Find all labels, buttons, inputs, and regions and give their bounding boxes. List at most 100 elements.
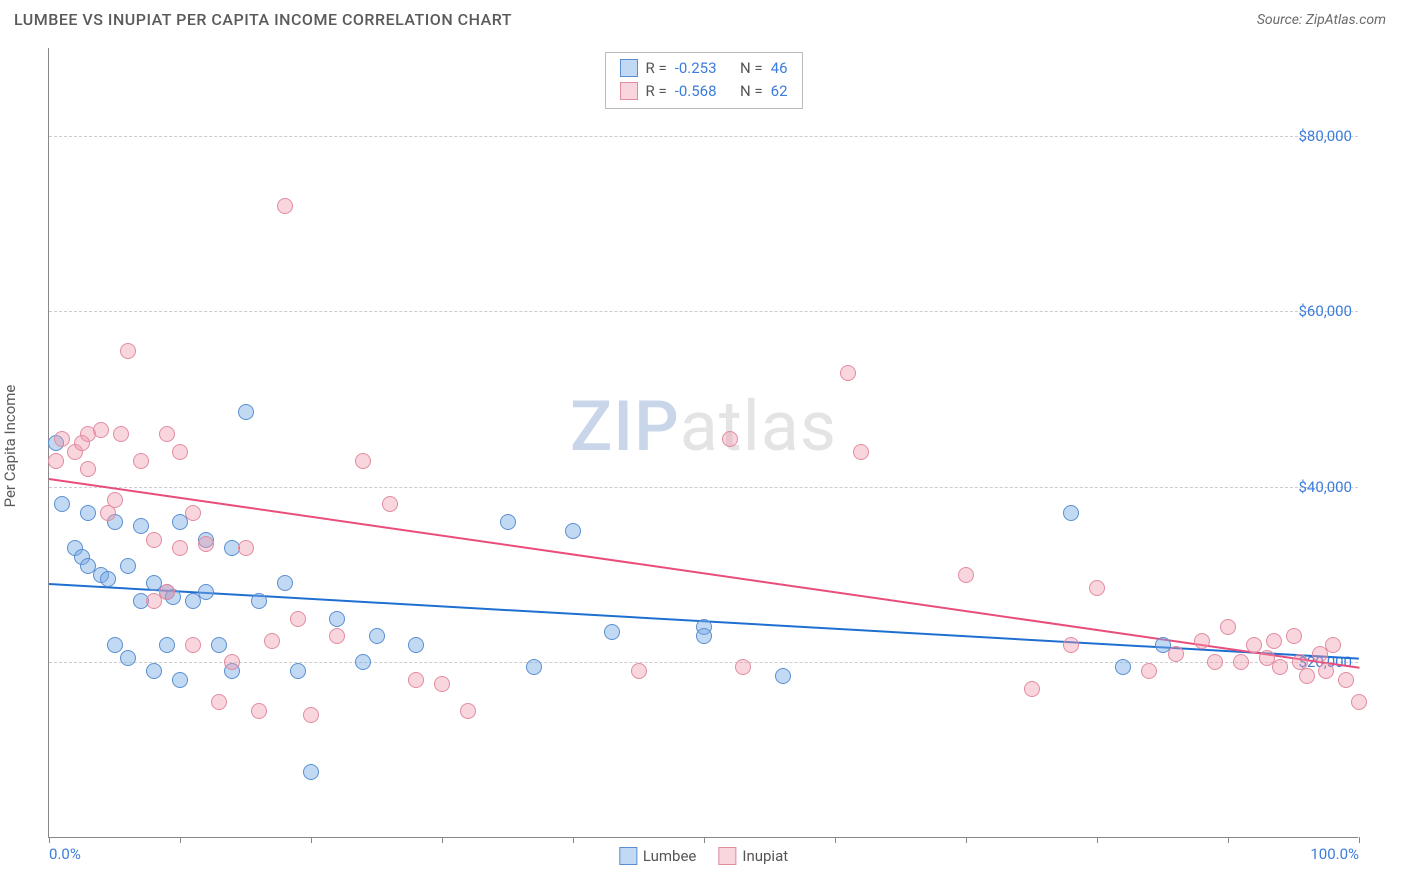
- data-point: [1272, 659, 1288, 675]
- data-point: [54, 431, 70, 447]
- data-point: [185, 637, 201, 653]
- data-point: [1299, 668, 1315, 684]
- data-point: [277, 198, 293, 214]
- y-tick-label: $80,000: [1298, 127, 1352, 145]
- data-point: [159, 584, 175, 600]
- data-point: [93, 422, 109, 438]
- data-point: [159, 426, 175, 442]
- source-label: Source: ZipAtlas.com: [1257, 12, 1386, 28]
- data-point: [251, 703, 267, 719]
- data-point: [526, 659, 542, 675]
- x-tick: [1359, 837, 1360, 843]
- data-point: [1318, 663, 1334, 679]
- gridline: [49, 662, 1358, 663]
- gridline: [49, 487, 1358, 488]
- data-point: [211, 694, 227, 710]
- data-point: [277, 575, 293, 591]
- data-point: [1338, 672, 1354, 688]
- legend-item-lumbee: Lumbee: [619, 847, 697, 865]
- x-tick: [704, 837, 705, 843]
- data-point: [264, 633, 280, 649]
- data-point: [355, 453, 371, 469]
- correlation-legend: R = -0.253 N = 46 R = -0.568 N = 62: [604, 52, 802, 109]
- data-point: [80, 461, 96, 477]
- data-point: [107, 492, 123, 508]
- x-tick: [966, 837, 967, 843]
- chart-title: LUMBEE VS INUPIAT PER CAPITA INCOME CORR…: [14, 10, 512, 29]
- data-point: [1233, 654, 1249, 670]
- x-tick: [442, 837, 443, 843]
- data-point: [1220, 619, 1236, 635]
- swatch-lumbee-icon: [619, 847, 637, 865]
- data-point: [408, 637, 424, 653]
- data-point: [172, 540, 188, 556]
- x-tick: [1228, 837, 1229, 843]
- data-point: [80, 505, 96, 521]
- data-point: [329, 611, 345, 627]
- data-point: [369, 628, 385, 644]
- data-point: [198, 536, 214, 552]
- data-point: [54, 496, 70, 512]
- data-point: [1024, 681, 1040, 697]
- y-tick-label: $40,000: [1298, 478, 1352, 496]
- data-point: [303, 764, 319, 780]
- watermark: ZIPatlas: [570, 386, 837, 468]
- gridline: [49, 311, 1358, 312]
- correl-row-1: R = -0.253 N = 46: [619, 57, 787, 80]
- data-point: [631, 663, 647, 679]
- data-point: [107, 637, 123, 653]
- data-point: [146, 532, 162, 548]
- x-tick-label: 100.0%: [1310, 845, 1359, 863]
- data-point: [500, 514, 516, 530]
- data-point: [120, 558, 136, 574]
- data-point: [722, 431, 738, 447]
- scatter-chart: ZIPatlas R = -0.253 N = 46 R = -0.568 N …: [48, 48, 1358, 838]
- data-point: [408, 672, 424, 688]
- data-point: [434, 676, 450, 692]
- data-point: [290, 611, 306, 627]
- data-point: [251, 593, 267, 609]
- swatch-inupiat-icon: [619, 82, 637, 100]
- data-point: [172, 444, 188, 460]
- data-point: [185, 505, 201, 521]
- data-point: [133, 453, 149, 469]
- data-point: [1286, 628, 1302, 644]
- data-point: [735, 659, 751, 675]
- data-point: [48, 453, 64, 469]
- data-point: [355, 654, 371, 670]
- data-point: [329, 628, 345, 644]
- data-point: [604, 624, 620, 640]
- data-point: [198, 584, 214, 600]
- data-point: [1194, 633, 1210, 649]
- data-point: [290, 663, 306, 679]
- legend-label: Lumbee: [643, 847, 697, 865]
- data-point: [1325, 637, 1341, 653]
- gridline: [49, 136, 1358, 137]
- data-point: [1089, 580, 1105, 596]
- x-tick: [835, 837, 836, 843]
- x-tick: [1097, 837, 1098, 843]
- data-point: [1207, 654, 1223, 670]
- x-tick: [180, 837, 181, 843]
- y-tick-label: $60,000: [1298, 302, 1352, 320]
- swatch-lumbee-icon: [619, 59, 637, 77]
- data-point: [224, 654, 240, 670]
- data-point: [146, 663, 162, 679]
- data-point: [382, 496, 398, 512]
- bottom-legend: Lumbee Inupiat: [619, 847, 788, 865]
- data-point: [120, 343, 136, 359]
- data-point: [238, 404, 254, 420]
- data-point: [460, 703, 476, 719]
- legend-item-inupiat: Inupiat: [718, 847, 788, 865]
- data-point: [565, 523, 581, 539]
- data-point: [133, 518, 149, 534]
- correl-row-2: R = -0.568 N = 62: [619, 80, 787, 103]
- data-point: [1063, 505, 1079, 521]
- data-point: [120, 650, 136, 666]
- data-point: [1351, 694, 1367, 710]
- data-point: [1266, 633, 1282, 649]
- data-point: [853, 444, 869, 460]
- data-point: [172, 672, 188, 688]
- data-point: [238, 540, 254, 556]
- x-tick: [573, 837, 574, 843]
